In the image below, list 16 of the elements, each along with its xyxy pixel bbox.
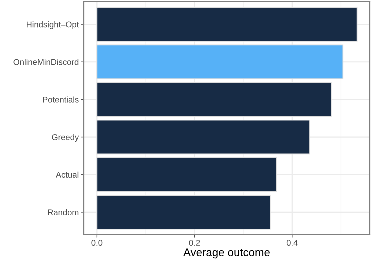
x-axis-title: Average outcome	[184, 248, 270, 259]
bar	[96, 7, 358, 42]
y-tick-label: Greedy	[52, 134, 80, 142]
y-tick-label: Actual	[56, 172, 79, 178]
bar	[96, 82, 332, 118]
x-tick-label: 0.2	[189, 240, 200, 246]
y-tick-label: Hindsight–Opt	[27, 22, 80, 30]
y-tick-label: OnlineMinDiscord	[14, 59, 79, 66]
x-tick-label: 0.0	[92, 240, 103, 246]
y-tick-label: Potentials	[43, 96, 79, 103]
y-tick-label: Random	[48, 209, 79, 216]
bar	[96, 195, 271, 230]
x-tick-label: 0.4	[286, 240, 298, 246]
bar	[96, 158, 278, 192]
bar	[96, 120, 310, 155]
bar	[96, 44, 344, 80]
